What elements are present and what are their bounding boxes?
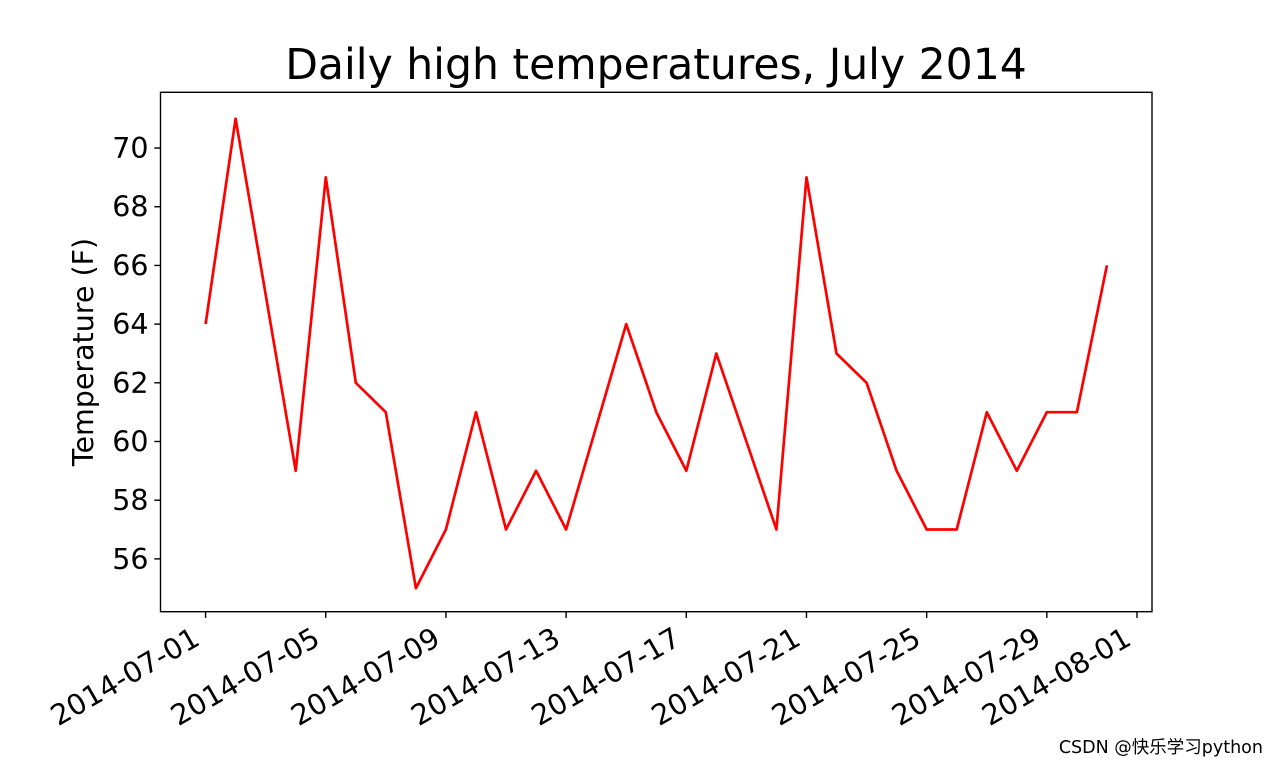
y-tick-label: 68 (112, 191, 148, 224)
y-tick-label: 58 (112, 484, 148, 517)
y-tick-label: 56 (112, 543, 148, 576)
y-tick-label: 70 (112, 132, 148, 165)
y-tick-label: 66 (112, 249, 148, 282)
y-tick-label: 64 (112, 308, 148, 341)
plot-frame (159, 91, 1153, 613)
watermark: CSDN @快乐学习python (1059, 738, 1263, 758)
y-axis-label: Temperature (F) (67, 238, 100, 467)
y-tick-label: 62 (112, 367, 148, 400)
temperature-line (204, 117, 1109, 590)
y-axis-ticks: 56 58 60 62 64 66 68 70 (112, 132, 161, 576)
chart-title: Daily high temperatures, July 2014 (285, 41, 1027, 90)
y-tick-label: 60 (112, 426, 148, 459)
series-group (204, 117, 1109, 590)
x-axis-ticks: 2014-07-012014-07-052014-07-092014-07-13… (45, 611, 1138, 733)
